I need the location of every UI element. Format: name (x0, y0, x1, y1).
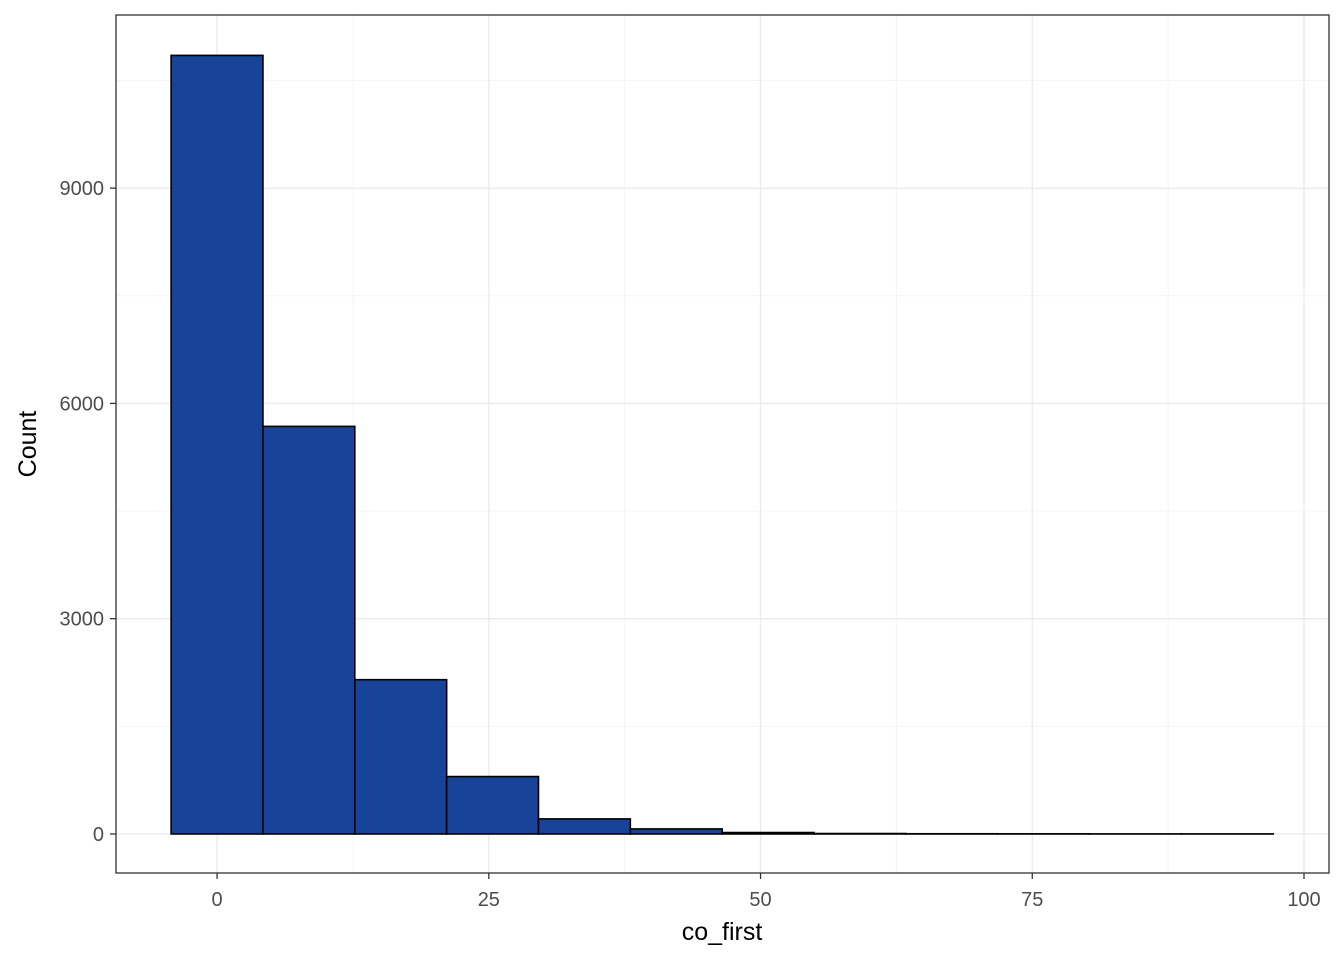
histogram-bar-3 (445, 775, 540, 835)
x-tick-label: 75 (1021, 889, 1043, 911)
y-tick-label: 0 (93, 824, 104, 846)
histogram-bar-5 (629, 828, 723, 835)
x-axis-ticks: 0 25 50 75 100 (212, 873, 1321, 911)
x-tick-label: 0 (212, 889, 223, 911)
histogram-bar-0 (170, 54, 264, 835)
histogram-bar-2 (353, 678, 448, 835)
x-tick-label: 50 (749, 889, 771, 911)
x-tick-label: 100 (1287, 889, 1320, 911)
y-tick-label: 6000 (60, 393, 105, 415)
histogram-bars (170, 54, 1275, 835)
panel-border (115, 14, 1330, 874)
histogram-bar-4 (537, 818, 632, 835)
y-tick-label: 9000 (60, 178, 105, 200)
histogram-bar-6 (721, 831, 815, 835)
y-tick-label: 3000 (60, 609, 105, 631)
y-axis-ticks: 0 3000 6000 9000 (60, 178, 116, 846)
x-tick-label: 25 (478, 889, 500, 911)
y-axis-title: Count (14, 411, 42, 478)
x-axis-title: co_first (682, 918, 763, 946)
histogram-bar-1 (262, 425, 356, 835)
